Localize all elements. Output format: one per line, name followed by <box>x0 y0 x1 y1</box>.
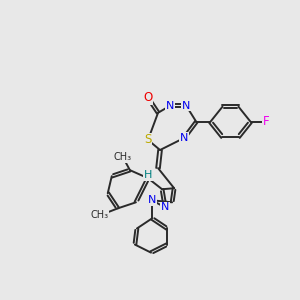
Text: F: F <box>262 115 269 128</box>
Text: S: S <box>144 134 152 146</box>
Text: N: N <box>180 133 188 143</box>
Text: CH₃: CH₃ <box>91 210 109 220</box>
Text: N: N <box>161 202 169 212</box>
Text: N: N <box>182 101 190 111</box>
Text: CH₃: CH₃ <box>114 152 132 162</box>
Text: O: O <box>143 91 153 104</box>
Text: N: N <box>166 101 174 111</box>
Text: H: H <box>144 170 152 180</box>
Text: N: N <box>148 195 156 205</box>
